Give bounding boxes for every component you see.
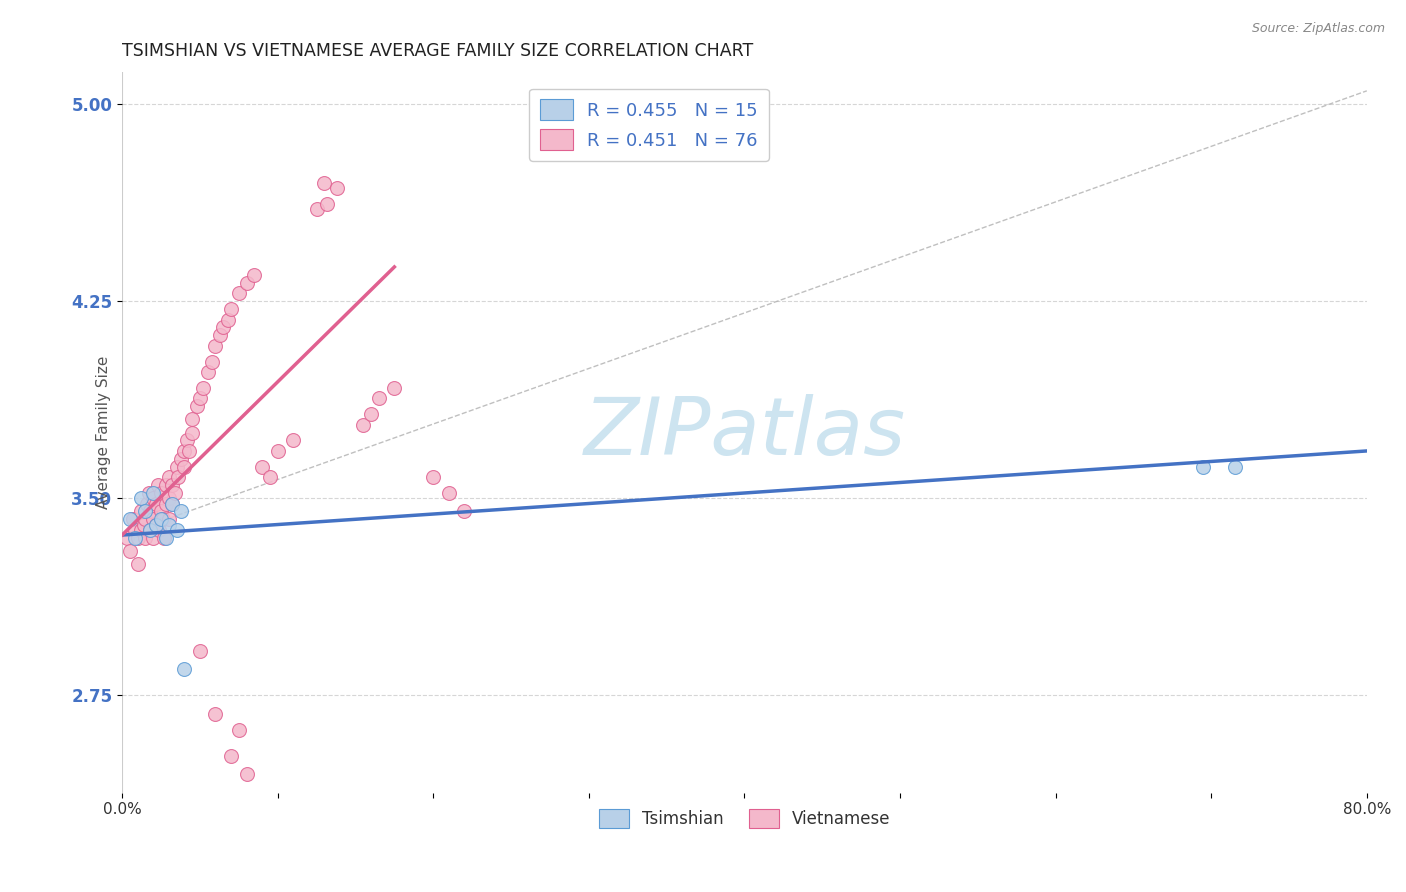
Point: [305, 202, 328, 216]
Point: [134, 512, 156, 526]
Point: [122, 512, 145, 526]
Point: [129, 491, 152, 506]
Point: [235, 276, 257, 290]
Point: [219, 301, 242, 316]
Point: [177, 444, 200, 458]
Text: ZIPatlas: ZIPatlas: [583, 393, 905, 472]
Point: [124, 523, 146, 537]
Point: [235, 767, 257, 781]
Point: [138, 486, 160, 500]
Point: [382, 381, 405, 395]
Point: [149, 504, 172, 518]
Point: [142, 531, 165, 545]
Point: [155, 531, 177, 545]
Point: [132, 517, 155, 532]
Point: [197, 365, 219, 379]
Point: [139, 523, 162, 537]
Point: [153, 531, 176, 545]
Point: [352, 417, 374, 432]
Point: [157, 470, 180, 484]
Point: [181, 412, 204, 426]
Point: [283, 434, 305, 448]
Point: [170, 451, 193, 466]
Point: [166, 523, 188, 537]
Point: [176, 434, 198, 448]
Point: [136, 496, 159, 510]
Point: [173, 459, 195, 474]
Point: [149, 486, 172, 500]
Point: [188, 643, 211, 657]
Point: [142, 486, 165, 500]
Point: [367, 392, 389, 406]
Point: [139, 523, 162, 537]
Point: [118, 512, 141, 526]
Point: [146, 478, 169, 492]
Point: [139, 504, 162, 518]
Point: [157, 491, 180, 506]
Point: [1223, 459, 1246, 474]
Point: [228, 723, 250, 737]
Point: [453, 504, 475, 518]
Point: [129, 523, 152, 537]
Point: [145, 517, 167, 532]
Point: [134, 531, 156, 545]
Point: [155, 496, 177, 510]
Point: [219, 748, 242, 763]
Point: [157, 512, 180, 526]
Point: [314, 176, 336, 190]
Point: [127, 531, 149, 545]
Point: [173, 444, 195, 458]
Point: [142, 512, 165, 526]
Point: [1192, 459, 1215, 474]
Point: [204, 339, 226, 353]
Text: TSIMSHIAN VS VIETNAMESE AVERAGE FAMILY SIZE CORRELATION CHART: TSIMSHIAN VS VIETNAMESE AVERAGE FAMILY S…: [122, 42, 754, 60]
Point: [360, 407, 382, 421]
Point: [118, 544, 141, 558]
Point: [152, 512, 174, 526]
Point: [191, 381, 214, 395]
Point: [160, 496, 183, 510]
Point: [326, 181, 349, 195]
Point: [204, 706, 226, 721]
Point: [259, 470, 281, 484]
Legend: Tsimshian, Vietnamese: Tsimshian, Vietnamese: [592, 802, 897, 835]
Point: [212, 320, 235, 334]
Point: [157, 517, 180, 532]
Point: [166, 459, 188, 474]
Point: [170, 504, 193, 518]
Point: [145, 496, 167, 510]
Point: [127, 557, 149, 571]
Point: [181, 425, 204, 440]
Point: [266, 444, 288, 458]
Point: [155, 478, 177, 492]
Text: Source: ZipAtlas.com: Source: ZipAtlas.com: [1251, 22, 1385, 36]
Point: [228, 286, 250, 301]
Point: [163, 486, 186, 500]
Point: [437, 486, 460, 500]
Point: [316, 197, 339, 211]
Point: [186, 399, 208, 413]
Point: [145, 517, 167, 532]
Point: [250, 459, 273, 474]
Point: [160, 478, 183, 492]
Point: [129, 504, 152, 518]
Point: [148, 523, 170, 537]
Point: [201, 354, 224, 368]
Y-axis label: Average Family Size: Average Family Size: [96, 356, 111, 509]
Point: [243, 268, 266, 282]
Point: [142, 491, 165, 506]
Point: [217, 312, 239, 326]
Point: [149, 512, 172, 526]
Point: [124, 531, 146, 545]
Point: [160, 496, 183, 510]
Point: [134, 504, 156, 518]
Point: [188, 392, 211, 406]
Point: [209, 328, 232, 343]
Point: [167, 470, 190, 484]
Point: [115, 531, 138, 545]
Point: [173, 662, 195, 676]
Point: [422, 470, 444, 484]
